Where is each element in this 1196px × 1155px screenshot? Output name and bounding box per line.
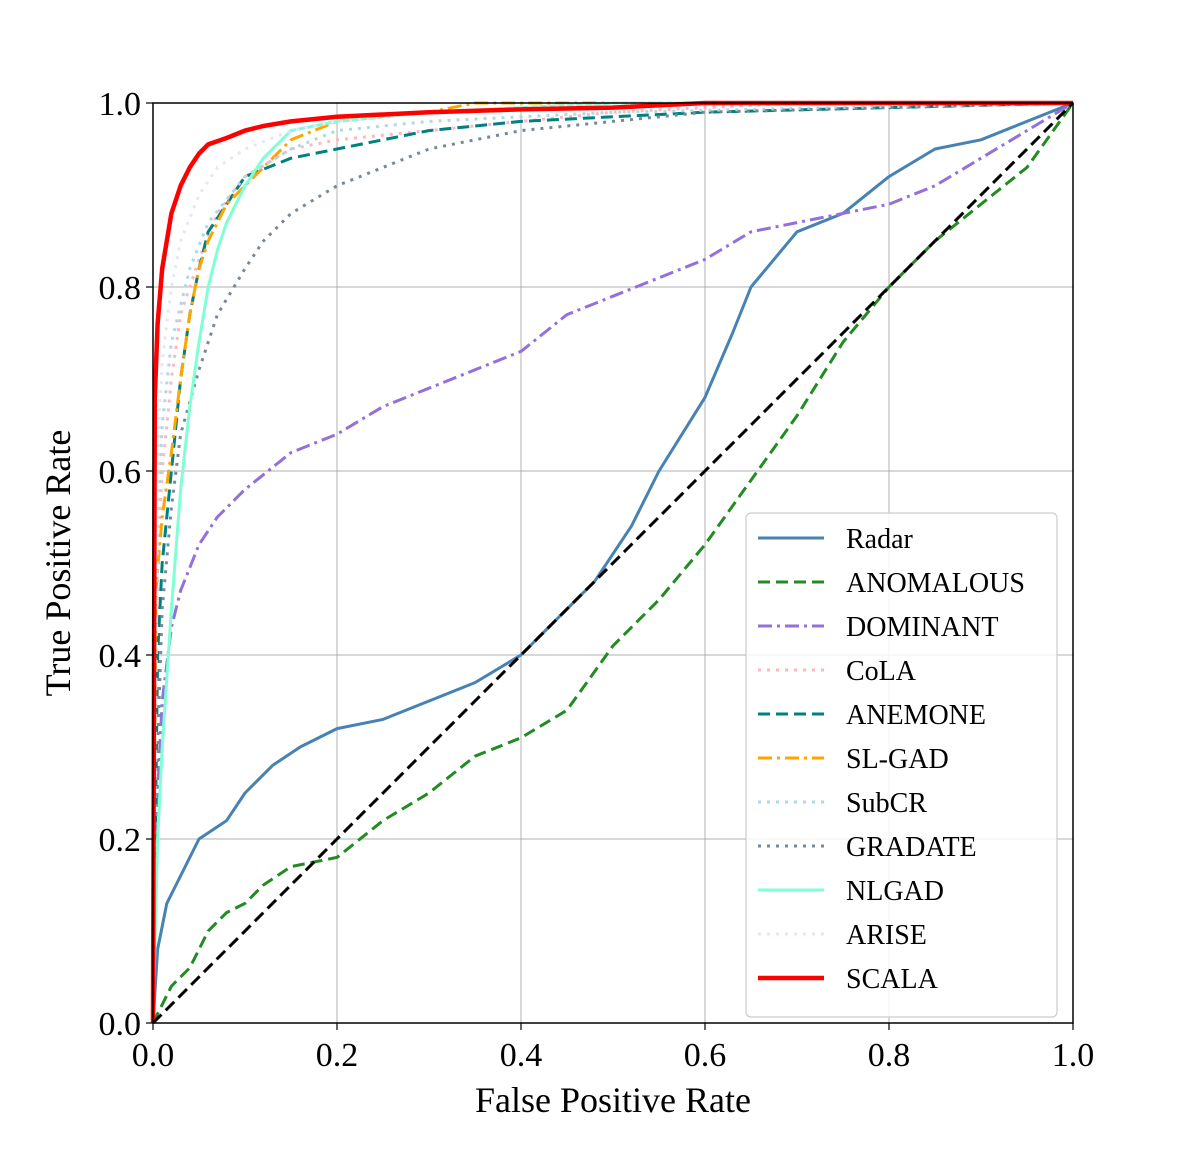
legend-label: SL-GAD <box>846 744 949 775</box>
legend-label: SubCR <box>846 788 927 819</box>
series-line-anomalous <box>151 102 1075 1024</box>
y-tick-label: 0.8 <box>99 270 142 307</box>
y-tick-label: 0.4 <box>99 638 142 675</box>
grid <box>152 102 1074 1024</box>
legend: Radar ANOMALOUS DOMINANT CoLA ANEMONE SL-GAD S… <box>745 512 1058 1018</box>
x-tick-label: 0.0 <box>132 1037 175 1074</box>
series-line-sl-gad <box>151 101 1073 1024</box>
x-axis-label: False Positive Rate <box>475 1080 751 1120</box>
plot-frame <box>152 102 1074 1024</box>
y-tick-label: 0.6 <box>99 454 142 491</box>
y-tick-label: 0.2 <box>99 822 142 859</box>
legend-label: GRADATE <box>846 832 977 863</box>
legend-label: Radar <box>846 524 914 555</box>
x-tick-label: 0.8 <box>868 1037 911 1074</box>
x-tick-label: 1.0 <box>1052 1037 1095 1074</box>
series-line-gradate <box>151 101 1074 1024</box>
x-tick-label: 0.4 <box>500 1037 543 1074</box>
x-tick-label: 0.2 <box>316 1037 359 1074</box>
y-axis-label: True Positive Rate <box>38 430 78 697</box>
legend-label: ANEMONE <box>846 700 986 731</box>
series-line-arise <box>151 101 1073 1024</box>
series-line-anemone <box>151 101 1074 1024</box>
legend-label: ANOMALOUS <box>846 568 1025 599</box>
axis-ticks: 0.0 0.2 0.4 0.6 0.8 1.0 0.0 0.2 0.4 0.6 0.8 1.0 <box>99 86 1095 1074</box>
series-line-scala <box>150 100 1073 1024</box>
legend-label: DOMINANT <box>846 612 998 643</box>
legend-label: CoLA <box>846 656 917 687</box>
legend-label: ARISE <box>846 920 927 951</box>
series-line-random <box>151 101 1075 1025</box>
x-tick-label: 0.6 <box>684 1037 727 1074</box>
legend-label: NLGAD <box>846 876 944 907</box>
series-line-cola <box>151 101 1073 1024</box>
y-tick-label: 1.0 <box>99 86 142 123</box>
plot-lines <box>150 100 1075 1025</box>
series-line-dominant <box>151 101 1074 1024</box>
y-tick-label: 0.0 <box>99 1006 142 1043</box>
legend-label: SCALA <box>846 964 939 995</box>
